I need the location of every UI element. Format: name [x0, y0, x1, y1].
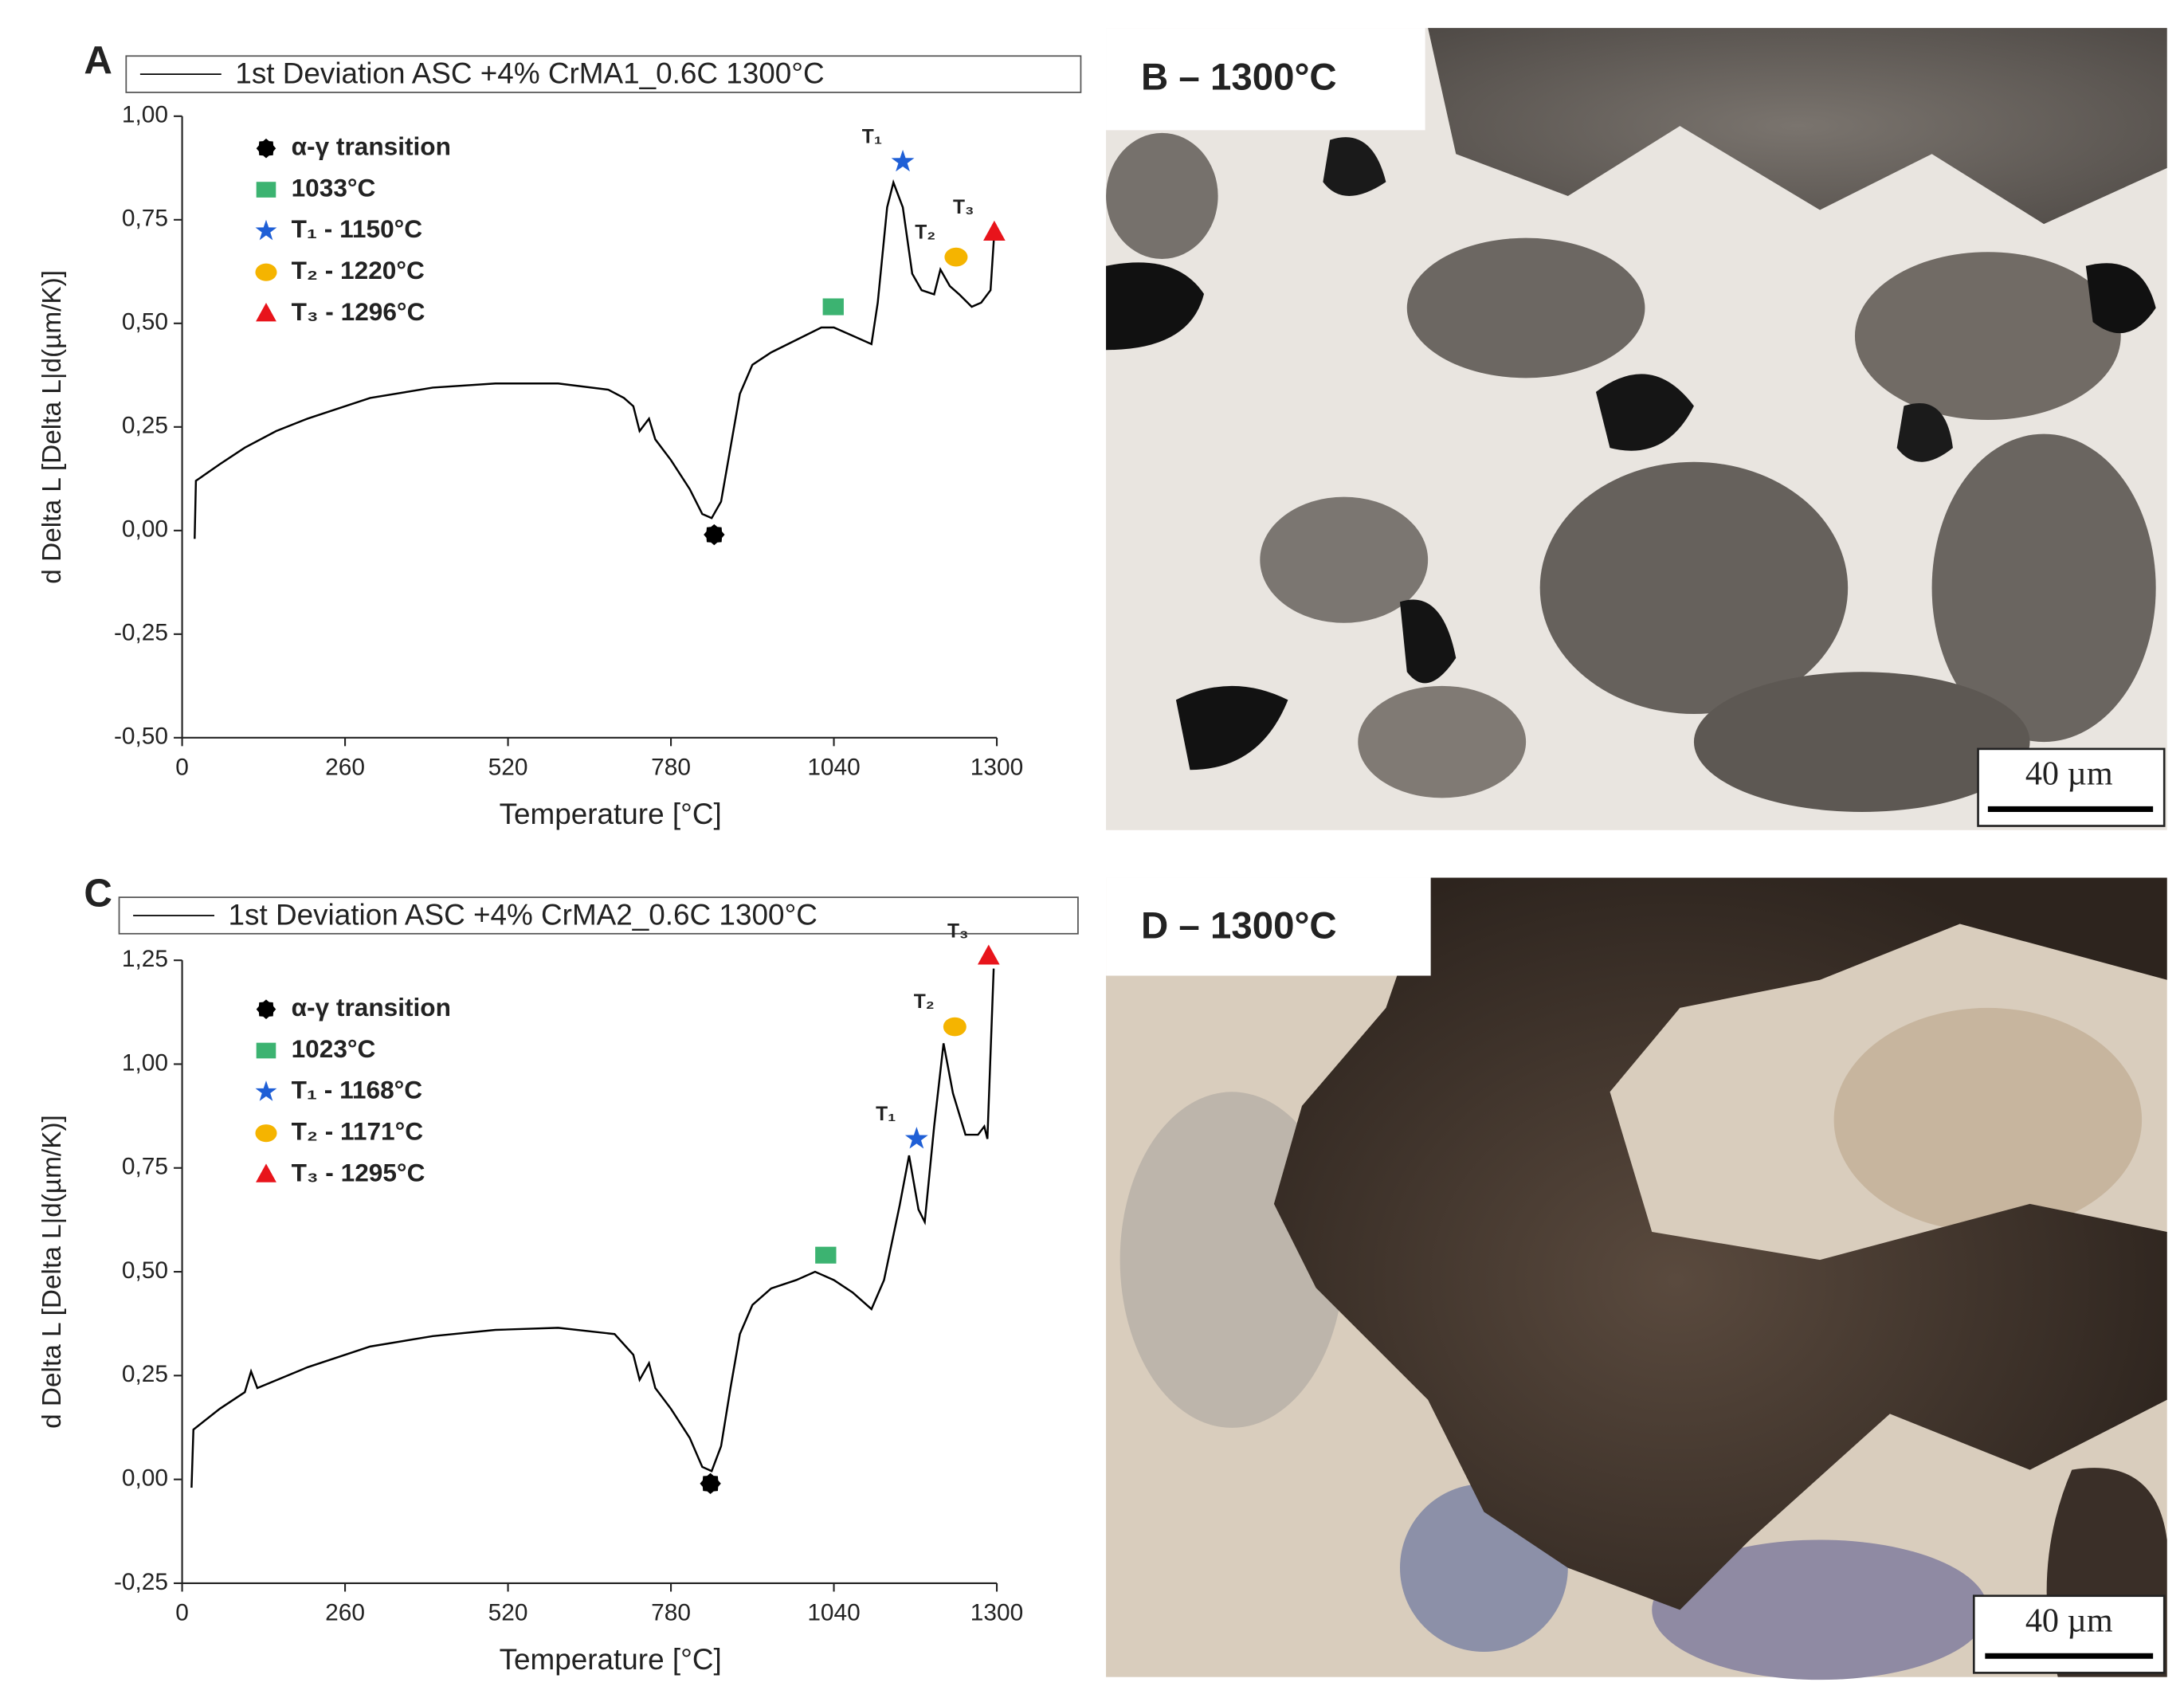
y-tick-label: 0,75 [122, 1154, 168, 1180]
legend-label: 1023°C [292, 1034, 376, 1063]
legend-label: T₁ - 1168°C [292, 1076, 423, 1104]
marker [977, 944, 1000, 965]
micrograph-label: B – 1300°C [1141, 57, 1337, 99]
y-tick-label: 1,00 [122, 102, 168, 128]
marker [704, 524, 725, 546]
legend-box [118, 896, 1079, 935]
scale-bar-label: 40 µm [2025, 755, 2113, 793]
y-tick-label: 0,50 [122, 1257, 168, 1284]
point-label: T₃ [953, 197, 974, 218]
micrograph-d: D – 1300°C 40 µm [1106, 877, 2167, 1680]
point-label: T₁ [862, 127, 882, 148]
x-tick-label: 0 [175, 1599, 189, 1626]
x-tick-label: 1300 [970, 754, 1023, 780]
y-tick-label: 0,00 [122, 516, 168, 543]
marker [256, 1042, 276, 1059]
data-line [194, 178, 996, 539]
x-tick-label: 780 [651, 754, 691, 780]
y-axis-label: d Delta L [Delta L|d(µm/K)] [37, 1115, 67, 1429]
marker [256, 302, 276, 322]
x-axis-label: Temperature [°C] [500, 1643, 722, 1676]
point-label: T₃ [947, 921, 968, 943]
legend-label: 1033°C [292, 173, 376, 202]
y-tick-label: 0,50 [122, 309, 168, 335]
point-label: T₂ [915, 222, 935, 243]
x-tick-label: 1040 [807, 754, 860, 780]
micrograph-b: B – 1300°C 40 µm [1106, 28, 2167, 830]
x-tick-label: 780 [651, 1599, 691, 1626]
y-tick-label: 1,00 [122, 1049, 168, 1076]
marker [815, 1246, 837, 1264]
marker [983, 220, 1006, 241]
scale-bar-label: 40 µm [2025, 1602, 2113, 1640]
marker [255, 219, 277, 241]
y-tick-label: 0,00 [122, 1465, 168, 1492]
x-tick-label: 520 [488, 754, 528, 780]
x-axis-label: Temperature [°C] [500, 798, 722, 830]
x-tick-label: 260 [325, 1599, 365, 1626]
marker [944, 247, 968, 267]
panel-letter: A [84, 38, 112, 82]
point-label: T₁ [876, 1104, 896, 1125]
marker [255, 263, 277, 281]
x-tick-label: 0 [175, 754, 189, 780]
y-tick-label: 0,75 [122, 206, 168, 232]
x-tick-label: 520 [488, 1599, 528, 1626]
marker [255, 1124, 277, 1143]
marker [822, 298, 844, 316]
marker [943, 1017, 967, 1037]
marker [256, 1163, 276, 1182]
x-tick-label: 1300 [970, 1599, 1023, 1626]
y-axis-label: d Delta L [Delta L|d(µm/K)] [37, 270, 67, 584]
legend-box [125, 55, 1082, 93]
data-line [190, 968, 995, 1488]
legend-label: α-γ transition [292, 993, 451, 1022]
y-tick-label: -0,25 [114, 1569, 168, 1595]
panel-letter: C [84, 871, 112, 915]
marker [255, 1080, 277, 1101]
micrograph-label: D – 1300°C [1141, 904, 1337, 947]
legend-label: T₂ - 1171°C [292, 1116, 424, 1145]
legend-label: α-γ transition [292, 132, 451, 161]
marker [256, 138, 276, 159]
marker [891, 149, 915, 172]
marker [256, 182, 276, 198]
legend-label: T₃ - 1295°C [292, 1158, 425, 1186]
y-tick-label: 1,25 [122, 946, 168, 972]
legend-label: T₁ - 1150°C [292, 214, 423, 243]
point-label: T₂ [914, 991, 935, 1013]
y-tick-label: -0,50 [114, 724, 168, 750]
legend-label: T₂ - 1220°C [292, 256, 425, 284]
marker [904, 1127, 928, 1149]
x-tick-label: 260 [325, 754, 365, 780]
x-tick-label: 1040 [807, 1599, 860, 1626]
y-tick-label: -0,25 [114, 620, 168, 646]
legend-label: T₃ - 1296°C [292, 297, 425, 326]
y-tick-label: 0,25 [122, 413, 168, 439]
legend-label: 1st Deviation ASC +4% CrMA2_0.6C 1300°C [229, 898, 818, 931]
marker [256, 999, 276, 1019]
y-tick-label: 0,25 [122, 1361, 168, 1387]
legend-label: 1st Deviation ASC +4% CrMA1_0.6C 1300°C [235, 57, 824, 90]
marker [700, 1473, 721, 1495]
